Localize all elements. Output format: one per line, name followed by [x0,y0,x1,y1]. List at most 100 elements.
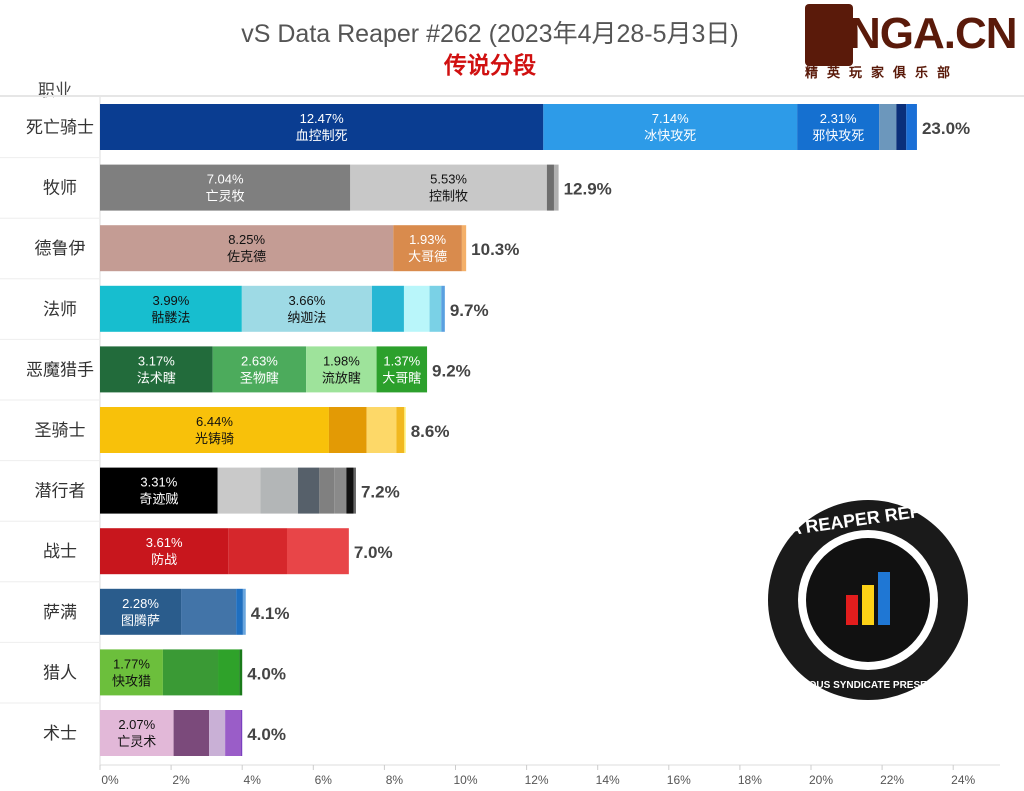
bar-segment [371,285,404,332]
x-tick-label: 18% [738,773,762,787]
segment-value-label: 5.53% [430,172,467,187]
bar-segment [100,407,329,453]
segment-name-label: 防战 [151,552,177,567]
nga-logo: NGA.CN 精英玩家俱乐部 [805,4,1020,80]
bar-segment [241,285,372,332]
segment-value-label: 1.98% [323,353,360,368]
segment-value-label: 2.07% [118,717,155,732]
bar-segment [162,649,219,696]
segment-name-label: 血控制死 [296,128,348,143]
data-reaper-badge: DATA REAPER REPORT VICIOUS SYNDICATE PRE… [753,496,968,700]
bar-segment [396,407,405,453]
x-tick-label: 12% [525,773,549,787]
bar-segment [441,285,445,332]
segment-value-label: 2.31% [820,111,857,126]
bar-segment [366,407,397,453]
bar-segment [553,164,559,211]
segment-value-label: 1.37% [383,353,420,368]
bar-total-label: 8.6% [411,422,450,441]
category-label: 战士 [43,542,77,561]
segment-name-label: 纳迦法 [287,310,326,325]
bar-segment [173,710,210,756]
x-tick-label: 10% [453,773,477,787]
bar-total-label: 7.0% [354,543,393,562]
category-label: 牧师 [43,179,77,198]
category-label: 萨满 [43,603,77,622]
category-label: 死亡骑士 [26,118,94,137]
segment-value-label: 12.47% [300,111,345,126]
bar-segment [403,285,430,332]
bar-segment [100,104,544,150]
x-tick-label: 0% [101,773,119,787]
x-tick-label: 6% [315,773,333,787]
bar-segment [100,164,351,211]
segment-value-label: 7.04% [207,172,244,187]
x-tick-label: 22% [880,773,904,787]
bar-segment [100,649,163,696]
segment-name-label: 法术瞎 [137,370,176,385]
bar-segment [797,104,880,150]
chart-subtitle: 传说分段 [444,52,536,78]
segment-value-label: 6.44% [196,414,233,429]
segment-value-label: 3.99% [152,293,189,308]
bar-total-label: 4.0% [247,725,286,744]
category-label: 德鲁伊 [35,239,86,258]
category-label: 恶魔猎手 [26,360,94,379]
bar-segment [236,588,243,635]
bar-segment [546,164,554,211]
bar-segment [319,467,335,514]
bar-segment [100,225,394,272]
bar-segment [241,710,243,756]
category-label: 术士 [43,724,77,743]
segment-value-label: 2.63% [241,353,278,368]
bar-segment [376,346,428,393]
chart-title: vS Data Reaper #262 (2023年4月28-5月3日) [241,20,739,48]
segment-name-label: 骷髅法 [151,310,190,325]
bar-segment [100,285,242,332]
segment-name-label: 圣物瞎 [240,370,279,385]
bar-segment [212,346,307,393]
bar-segment [286,528,349,575]
bar-segment [346,467,354,514]
segment-value-label: 3.17% [138,353,175,368]
bar-segment [429,285,442,332]
x-tick-label: 14% [596,773,620,787]
segment-name-label: 冰快攻死 [644,128,696,143]
bar-segment [100,346,213,393]
segment-name-label: 大哥德 [408,249,447,264]
bar-segment [260,467,299,514]
x-tick-label: 4% [244,773,262,787]
segment-value-label: 1.77% [113,656,150,671]
bar-total-label: 4.1% [251,604,290,623]
bar-total-label: 9.7% [450,301,489,320]
bar-segment [353,467,356,514]
bar-total-label: 9.2% [432,361,471,380]
x-tick-label: 20% [809,773,833,787]
segment-value-label: 1.93% [409,232,446,247]
category-label: 潜行者 [35,482,86,501]
segment-name-label: 控制牧 [429,189,468,204]
category-label: 圣骑士 [35,421,86,440]
bar-segment [306,346,377,393]
category-label: 法师 [43,300,77,319]
bar-segment [100,467,218,514]
segment-value-label: 8.25% [228,232,265,247]
bar-segment [543,104,798,150]
segment-name-label: 光铸骑 [195,431,234,446]
bar-segment [225,710,242,756]
segment-value-label: 7.14% [652,111,689,126]
bar-segment [298,467,320,514]
bar-segment [906,104,917,150]
segment-name-label: 佐克德 [227,249,266,264]
svg-text:VICIOUS SYNDICATE PRESENTS: VICIOUS SYNDICATE PRESENTS [789,680,947,691]
bar-total-label: 7.2% [361,483,400,502]
bar-segment [461,225,467,272]
x-tick-label: 8% [386,773,404,787]
bar-segment [218,649,240,696]
bar-segment [100,588,182,635]
segment-name-label: 亡灵牧 [206,189,245,204]
x-tick-label: 24% [951,773,975,787]
bar-segment [100,528,229,575]
bar-segment [209,710,226,756]
